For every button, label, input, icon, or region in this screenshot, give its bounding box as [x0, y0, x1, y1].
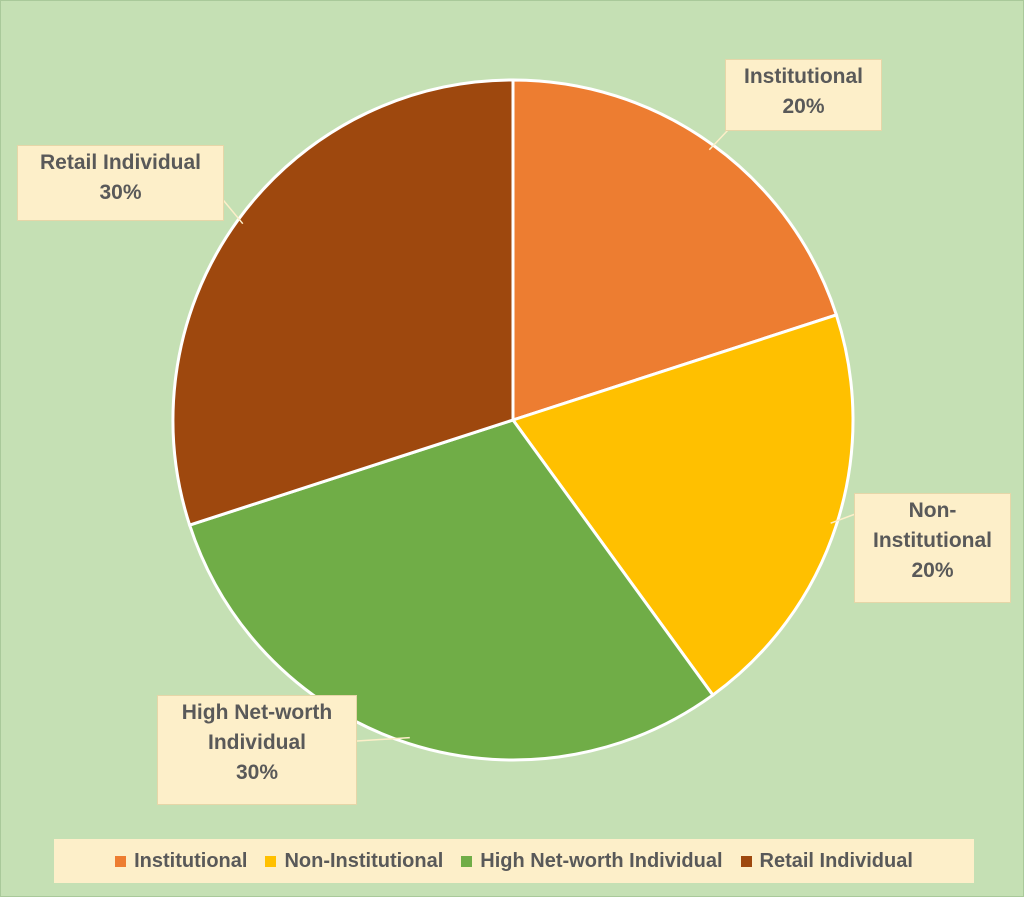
legend-item-institutional: Institutional: [115, 850, 247, 873]
legend-swatch: [740, 855, 752, 867]
pie-slice-retail-individual: [171, 78, 515, 527]
legend-swatch: [265, 855, 277, 867]
legend-swatch: [461, 855, 473, 867]
legend: Institutional Non-Institutional High Net…: [54, 839, 974, 883]
data-label-high-net-worth-individual: High Net-worth Individual 30%: [157, 695, 357, 805]
pie-slice-non-institutional: [510, 313, 855, 698]
data-label-category: High Net-worth: [181, 701, 333, 724]
leader-line-non-institutional: [830, 512, 859, 524]
data-label-retail-individual: Retail Individual 30%: [17, 145, 224, 221]
pie-slice-institutional: [511, 78, 839, 423]
data-label-value: 30%: [235, 761, 279, 784]
data-label-category: Institutional: [873, 529, 992, 552]
legend-item-retail-individual: Retail Individual: [740, 849, 913, 873]
legend-label: Non-Institutional: [284, 849, 444, 872]
pie-slice-high-net-worth-individual: [187, 418, 715, 762]
data-label-category: Retail Individual: [39, 151, 202, 174]
leader-line-institutional: [708, 128, 730, 151]
legend-label: Institutional: [134, 849, 248, 872]
legend-item-high-net-worth-individual: High Net-worth Individual: [461, 849, 723, 873]
data-label-value: 20%: [911, 559, 954, 582]
pie-slices: [171, 78, 855, 762]
data-label-institutional: Institutional 20%: [725, 59, 882, 131]
data-label-value: 20%: [782, 95, 825, 118]
legend-swatch: [115, 855, 127, 867]
legend-label: Retail Individual: [759, 849, 913, 872]
leader-line-high-net-worth-individual: [356, 736, 410, 742]
data-label-category: Institutional: [744, 65, 863, 88]
legend-item-non-institutional: Non-Institutional: [265, 850, 443, 873]
data-label-non-institutional: Non- Institutional 20%: [854, 493, 1011, 603]
data-label-category: Non-: [908, 499, 957, 522]
legend-label: High Net-worth Individual: [480, 849, 723, 872]
data-label-value: 30%: [99, 181, 142, 204]
data-label-category: Individual: [207, 731, 306, 754]
